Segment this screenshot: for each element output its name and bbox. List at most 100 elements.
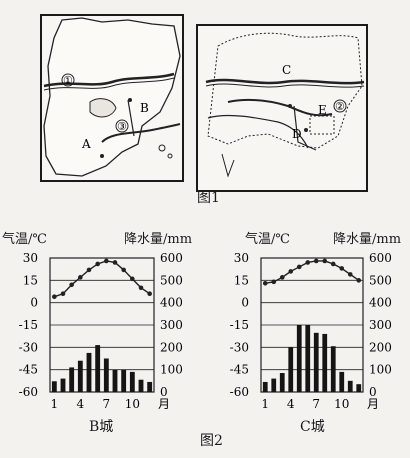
map-left: ① B A ③ [40,14,184,182]
temp-point [78,275,83,280]
temp-tick-label: 15 [23,273,38,287]
month-tick-label: 1 [51,397,59,411]
temp-point [138,285,144,291]
month-tick-label: 10 [334,397,349,411]
temp-point [288,269,294,274]
precip-tick-label: 500 [369,273,392,287]
precip-tick-label: 100 [160,363,183,377]
marker-2: ② [335,100,345,113]
precip-bar [129,371,135,392]
temp-point [86,267,92,273]
temp-tick-label: 0 [241,296,249,310]
temp-point [60,291,66,297]
temp-point [296,264,302,270]
chart-b-title: B城 [89,419,114,435]
month-tick-label: 1 [261,397,269,411]
precip-bar [112,369,118,392]
label-c: C [282,63,291,77]
temp-tick-label: -30 [230,340,249,354]
label-a: A [81,137,91,151]
precip-bar [86,352,92,392]
temp-point [347,272,353,277]
temp-point [95,261,100,267]
chart-c-left-axis-title: 气温/℃ [245,232,290,247]
temp-tick-label: 0 [30,296,38,310]
temp-point [313,258,319,264]
precip-bar [121,369,127,392]
temp-point [339,266,345,271]
temp-tick-label: -60 [230,385,249,399]
month-tick-label: 4 [287,397,295,411]
precip-bar [322,333,328,392]
chart-c-title: C城 [300,419,325,435]
precip-bar [51,381,57,392]
figure2-caption: 图2 [200,433,223,449]
precip-bar [60,378,66,392]
precip-tick-label: 200 [369,340,392,354]
precip-tick-label: 500 [160,273,183,287]
month-tick-label: 7 [312,397,320,411]
precip-tick-label: 100 [369,363,392,377]
chart-b-right-axis-title: 降水量/mm [124,232,193,247]
precip-bar [271,378,277,392]
precip-tick-label: 400 [160,296,183,310]
month-unit-label: 月 [158,397,170,411]
precip-tick-label: 0 [160,385,168,399]
precip-bar [279,373,285,392]
precip-tick-label: 600 [369,251,392,265]
precip-bar [147,381,153,392]
temp-tick-label: -15 [19,318,38,332]
map-right: C D E ② [196,24,368,192]
precip-bar [330,346,336,392]
label-e: E [318,103,327,117]
chart-c-right-axis-title: 降水量/mm [333,232,402,247]
precip-tick-label: 600 [160,251,183,265]
precip-bar [296,325,302,392]
precip-bar [103,358,109,392]
temp-tick-label: 30 [23,251,38,265]
precip-bar [313,332,319,392]
temp-point [330,261,336,267]
temp-point [271,279,277,285]
temp-line [54,260,151,298]
precip-bar [77,360,83,392]
temp-tick-label: -45 [19,363,38,377]
marker-1: ① [63,74,73,87]
month-unit-label: 月 [367,397,379,411]
month-tick-label: 4 [77,397,85,411]
temp-tick-label: -30 [19,340,38,354]
precip-bar [347,380,353,392]
month-tick-label: 7 [103,397,111,411]
precip-bar [69,367,75,392]
chart-b-left-axis-title: 气温/℃ [2,232,47,247]
temp-point [322,258,328,264]
precip-tick-label: 0 [369,385,377,399]
climate-chart-b: 气温/℃ 降水量/mm 30 600 15 500 0 400 -15 300 -30 200 -4… [0,228,205,438]
map-left-drawing: ① B A ③ [43,17,181,177]
chart-b-plot: 30 600 15 500 0 400 -15 300 -30 200 -45 100 -60 0 1 4 7 1… [19,251,183,411]
temp-tick-label: -45 [230,363,249,377]
temp-point [279,275,285,280]
temp-point [356,278,362,283]
figure1-caption: 图1 [197,190,220,206]
temp-point [69,282,74,288]
precip-tick-label: 400 [369,296,392,310]
month-tick-label: 10 [125,397,140,411]
precip-bar [288,347,294,392]
temp-tick-label: 30 [234,251,249,265]
temp-point [104,258,109,264]
precip-bar [262,381,268,392]
precip-tick-label: 200 [160,340,183,354]
temp-point [305,260,311,265]
temp-point [130,276,135,282]
temp-point [262,281,268,286]
precip-bar [138,379,144,392]
precip-bar [95,345,101,392]
precip-tick-label: 300 [369,318,392,332]
temp-point [112,260,118,265]
precip-tick-label: 300 [160,318,183,332]
temp-tick-label: -60 [19,385,38,399]
temp-tick-label: 15 [234,273,249,287]
precip-bar [356,384,362,392]
precip-bar [339,371,345,392]
